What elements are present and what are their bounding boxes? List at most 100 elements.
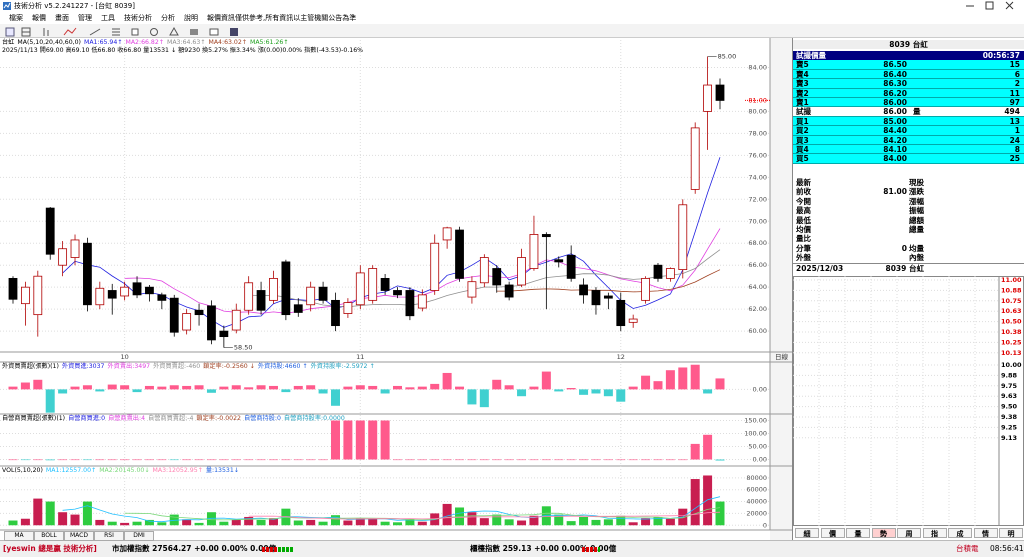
volume-bar: [529, 515, 539, 526]
bar: [20, 382, 30, 390]
cell: 買4: [796, 145, 809, 154]
legend-entry: 鎖定率:-0.2560 ↓: [203, 363, 255, 370]
bar: [591, 459, 601, 461]
bar: [430, 459, 440, 461]
quote-tab[interactable]: 指: [922, 528, 947, 538]
candle-body: [653, 264, 663, 279]
cell: 84.20: [883, 135, 907, 145]
bar: [504, 385, 514, 390]
indicator-tab[interactable]: MA: [4, 531, 34, 541]
gauge-cell: [270, 547, 273, 552]
volume-bar: [616, 515, 626, 526]
cell: 市加權指數 27564.27 +0.00 0.00% 0.00億: [112, 544, 277, 553]
quote-tab[interactable]: 周: [897, 528, 921, 538]
quote-tab[interactable]: 細: [795, 528, 819, 538]
indicator-tab[interactable]: MACD: [64, 531, 94, 541]
volume-bar: [330, 515, 340, 526]
gauge-cell: [278, 547, 281, 552]
candle-body: [95, 287, 105, 306]
menu-item[interactable]: 工具: [101, 14, 115, 22]
menu-item[interactable]: 管理: [78, 14, 92, 22]
cell: 0: [901, 243, 907, 253]
cell: 86.00: [883, 107, 907, 117]
candle-body: [231, 309, 241, 331]
toolbar-icons[interactable]: [0, 25, 450, 39]
mini-tick-label: 10.38: [1001, 328, 1022, 336]
candle-body: [492, 268, 502, 286]
notice: 報價資訊僅供參考,所有資訊以主管機關公告為準: [207, 14, 357, 22]
bar: [579, 389, 589, 395]
volume-bar: [467, 512, 477, 526]
menu-item[interactable]: 檔案: [9, 14, 23, 22]
candle-body: [579, 284, 588, 296]
bar: [393, 385, 403, 390]
candle-body: [591, 290, 601, 306]
candle-body: [355, 272, 365, 306]
candle-body: [207, 305, 216, 341]
bar: [82, 459, 92, 461]
bar: [206, 459, 216, 461]
candle-body: [293, 304, 303, 313]
indicator-tab[interactable]: DMI: [124, 531, 154, 541]
volume-bar: [393, 522, 403, 526]
candle-body: [120, 286, 130, 297]
indicator-tab[interactable]: RSI: [94, 531, 124, 541]
quote-tab[interactable]: 明: [999, 528, 1023, 538]
bar: [517, 389, 527, 397]
bar: [442, 459, 452, 461]
quote-tab[interactable]: 價: [820, 528, 845, 538]
volume-ma-line: [124, 507, 721, 521]
bar: [293, 459, 303, 461]
cell: 86.50: [883, 60, 907, 70]
candle-body: [157, 294, 167, 301]
candle-body: [479, 257, 489, 284]
quote-tab[interactable]: 勢: [871, 528, 896, 538]
mini-tick-label: 10.63: [1001, 307, 1022, 315]
bar: [355, 420, 365, 460]
menu-item[interactable]: 報價: [32, 14, 46, 22]
bar: [417, 459, 427, 461]
mini-tick-label: 10.00: [1001, 361, 1022, 369]
quote-tab[interactable]: 情: [973, 528, 998, 538]
candle-body: [554, 259, 564, 263]
menu-item[interactable]: 技術分析: [124, 14, 152, 22]
volume-bar: [231, 519, 241, 526]
bar: [244, 387, 254, 390]
bar: [281, 389, 291, 393]
window-controls[interactable]: [960, 0, 1020, 12]
cell: 振幅: [909, 206, 924, 216]
bar: [343, 386, 353, 390]
candle-body: [715, 84, 725, 101]
cell: 00:56:37: [982, 51, 1020, 60]
menu-item[interactable]: 畫面: [55, 14, 69, 22]
menu-item[interactable]: 說明: [184, 14, 198, 22]
bar: [678, 367, 688, 390]
cell: 97: [1009, 98, 1020, 107]
quote-tab[interactable]: 量: [846, 528, 870, 538]
bar: [554, 459, 564, 461]
symbol-row: 8039 台虹: [793, 40, 1024, 50]
candle-body: [269, 277, 278, 301]
candle-body: [145, 286, 154, 295]
legend-entry: MA2:66.82↑: [125, 39, 164, 46]
legend-entry: MA3:12052.95↑: [152, 467, 203, 474]
info-row: 最新 現股: [793, 178, 1024, 188]
gauge-cell: [590, 547, 593, 552]
indicator-tab[interactable]: BOLL: [34, 531, 64, 541]
bar: [244, 459, 254, 461]
bar: [529, 459, 539, 461]
bar: [641, 375, 651, 390]
volume-bar: [120, 522, 130, 526]
quote-row: 買2 84.40 1: [793, 126, 1024, 136]
volume-bar: [157, 522, 167, 526]
bar: [219, 459, 229, 461]
volume-bar: [653, 516, 663, 526]
candle-body: [132, 282, 142, 296]
bar: [132, 459, 142, 461]
quote-tab[interactable]: 成: [948, 528, 972, 538]
menu-item[interactable]: 分析: [161, 14, 175, 22]
bar: [355, 385, 365, 390]
y-tick-label: 66.00: [748, 261, 767, 269]
bar: [678, 459, 688, 461]
bar: [566, 388, 576, 390]
